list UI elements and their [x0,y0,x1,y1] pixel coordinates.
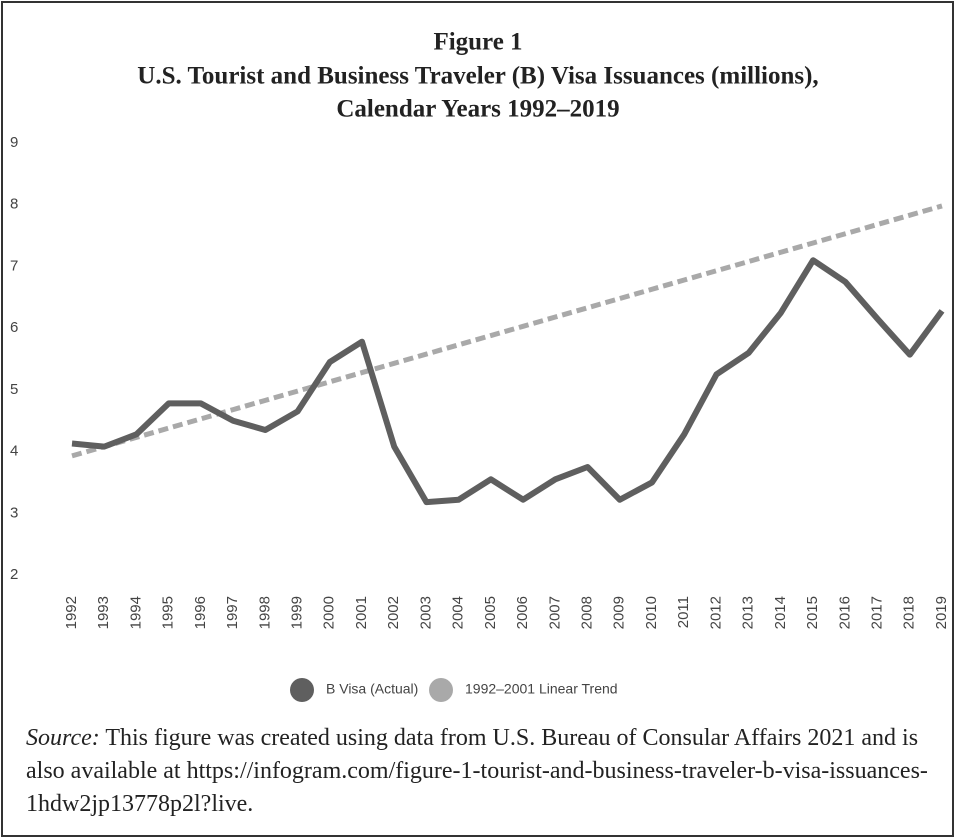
y-tick-label: 9 [10,134,18,151]
x-tick-label: 2010 [643,596,660,629]
x-tick-label: 1995 [160,596,177,629]
source-label: Source: [26,725,100,751]
y-tick-label: 2 [10,566,18,583]
x-tick-label: 2006 [514,596,531,629]
legend-swatch [290,678,314,702]
chart-subtitle: Calendar Years 1992–2019 [336,96,619,123]
x-tick-label: 1999 [289,596,306,629]
y-tick-label: 6 [10,319,18,336]
x-tick-label: 2015 [804,596,821,629]
y-tick-label: 5 [10,381,18,398]
x-tick-label: 2018 [901,596,918,629]
x-tick-label: 1992 [63,596,80,629]
series-line [71,257,945,506]
y-tick-label: 7 [10,257,18,274]
x-tick-label: 1998 [256,596,273,629]
x-tick-label: 2008 [579,596,596,629]
x-tick-label: 2009 [611,596,628,629]
source-note: Source: This figure was created using da… [26,722,936,821]
chart-subtitle: U.S. Tourist and Business Traveler (B) V… [137,63,818,90]
x-tick-label: 2012 [707,596,724,629]
x-tick-label: 2016 [836,596,853,629]
x-tick-label: 1996 [192,596,209,629]
x-tick-label: 2001 [353,596,370,629]
legend-label: 1992–2001 Linear Trend [465,681,618,697]
source-text: This figure was created using data from … [26,725,928,817]
x-tick-label: 2007 [546,596,563,629]
x-tick-label: 1997 [224,596,241,629]
x-tick-label: 2005 [482,596,499,629]
x-tick-label: 2013 [740,596,757,629]
x-tick-label: 2000 [321,596,338,629]
x-tick-label: 2003 [417,596,434,629]
chart-title: Figure 1 [433,29,522,56]
x-tick-label: 1994 [127,596,144,629]
legend-swatch [429,678,453,702]
x-tick-label: 2017 [869,596,886,629]
x-tick-label: 2004 [450,596,467,629]
x-tick-label: 2011 [675,596,692,628]
y-tick-label: 4 [10,443,18,460]
series-line [71,203,943,459]
x-tick-label: 2002 [385,596,402,629]
legend-label: B Visa (Actual) [326,681,418,697]
x-tick-label: 1993 [95,596,112,629]
x-tick-label: 2019 [933,596,950,629]
x-tick-label: 2014 [772,596,789,629]
y-tick-label: 8 [10,196,18,213]
y-tick-label: 3 [10,504,18,521]
